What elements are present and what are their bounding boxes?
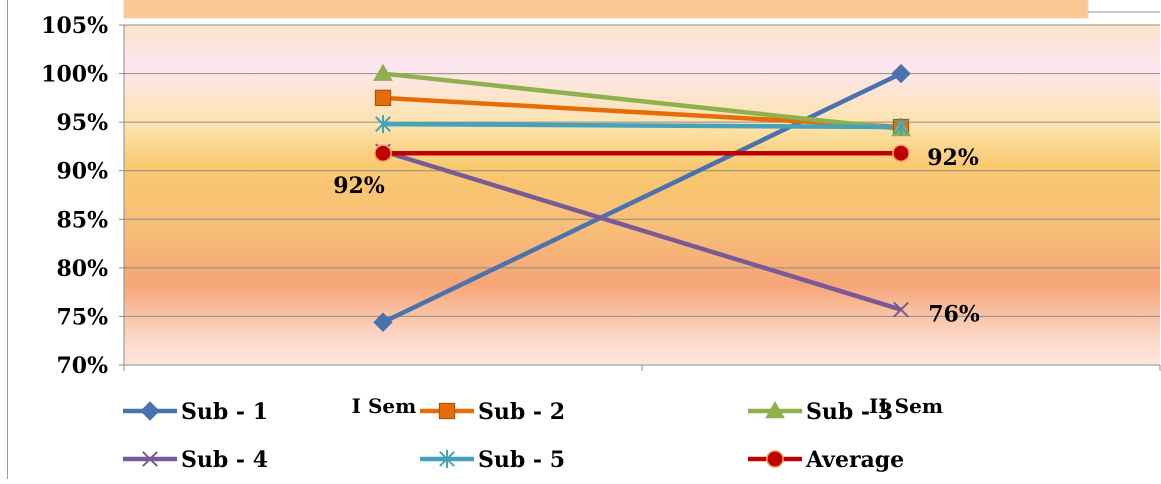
data-label: 92% (333, 173, 385, 199)
data-point-sub-4 (893, 301, 909, 318)
data-labels: 92% 92% 76% (333, 145, 980, 327)
legend-swatch-marker (142, 451, 158, 467)
legend-swatch-marker (140, 401, 160, 421)
gridlines (124, 24, 1160, 317)
legend-label: Sub - 5 (478, 447, 565, 473)
legend-label: Sub - 1 (181, 399, 268, 425)
series-line-sub-3 (382, 71, 902, 132)
data-point-sub-2 (374, 89, 392, 107)
data-label: 92% (927, 145, 979, 171)
y-tick-label: 85% (56, 207, 108, 233)
legend-label: Sub - 3 (806, 399, 893, 425)
legend-item-sub-5: Sub - 5 (420, 447, 565, 473)
data-point-sub-1 (373, 312, 393, 332)
title-box (123, 0, 1089, 19)
legend-label: Sub - 4 (181, 447, 268, 473)
data-point-average (892, 144, 910, 163)
y-tick-label: 90% (56, 159, 108, 185)
data-point-sub-5 (893, 118, 909, 136)
data-point-sub-3 (373, 63, 393, 81)
x-axis-tick-labels: I Sem II Sem (352, 394, 943, 418)
y-tick-label: 80% (56, 256, 108, 282)
series-line-sub-4 (382, 149, 902, 312)
data-label: 76% (928, 302, 980, 328)
legend-item-sub-2: Sub - 2 (420, 399, 565, 425)
data-point-sub-5 (375, 115, 391, 134)
legend-item-sub-4: Sub - 4 (123, 447, 268, 473)
data-point-sub-1 (891, 63, 911, 84)
legend-swatch-marker (438, 402, 456, 420)
legend-label: Sub - 2 (478, 399, 565, 425)
x-tick-label: I Sem (352, 394, 417, 418)
legend: Sub - 1 Sub - 2 Sub - 3 Sub - 4 Sub - 5 Avera… (123, 399, 904, 473)
legend-label: Average (805, 447, 904, 473)
y-tick-label: 95% (56, 110, 108, 136)
series-lines (382, 71, 902, 325)
series-line-sub-5 (382, 121, 902, 130)
legend-item-sub-3: Sub - 3 (748, 399, 893, 425)
plot-area (124, 25, 1160, 365)
x-tick-label: II Sem (869, 394, 943, 418)
data-point-average (374, 144, 392, 163)
y-tick-label: 100% (41, 62, 108, 88)
legend-item-sub-1: Sub - 1 (123, 399, 268, 425)
legend-swatch-marker (766, 450, 784, 468)
legend-swatch-marker (765, 400, 785, 419)
series-line-sub-1 (382, 71, 902, 325)
y-tick-label: 105% (41, 13, 108, 39)
y-axis-tick-labels: 70% 75% 80% 85% 90% 95% 100% 105% (41, 13, 108, 379)
y-tick-label: 70% (56, 353, 108, 379)
y-tick-label: 75% (56, 304, 108, 330)
series-line-sub-2 (382, 95, 902, 130)
legend-swatch-marker (439, 450, 455, 468)
series-markers (373, 63, 911, 332)
legend-item-average: Average (748, 447, 904, 473)
axes (119, 24, 1161, 371)
